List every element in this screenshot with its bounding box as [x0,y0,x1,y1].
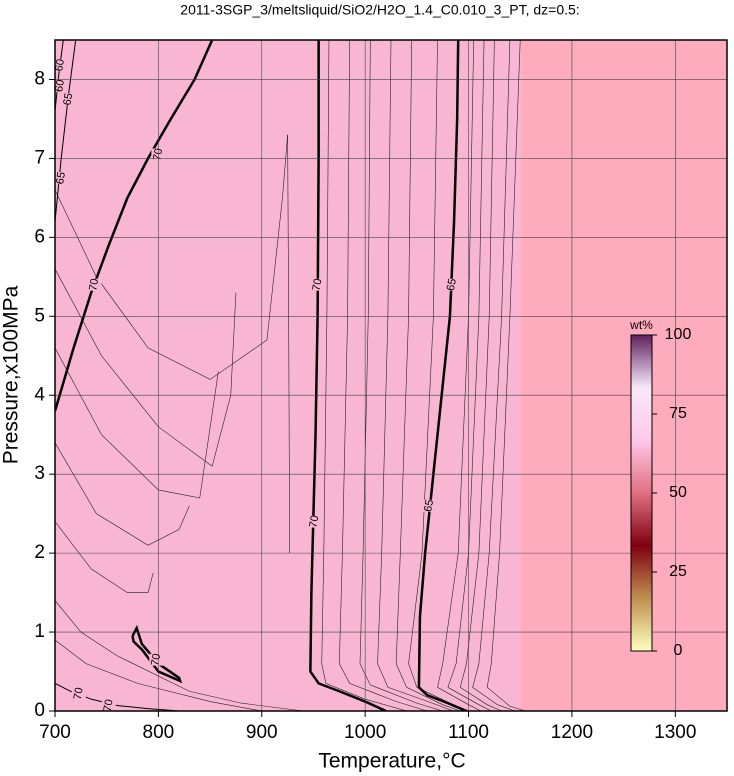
y-tick-label: 6 [34,226,45,247]
y-tick-label: 3 [34,463,45,484]
colorbar-tick-label: 50 [669,484,687,501]
contour-label: 70 [307,514,321,528]
x-tick-label: 1000 [344,722,386,743]
y-tick-label: 8 [34,68,45,89]
contour-label: 65 [422,499,436,513]
contour-line [55,40,214,412]
y-tick-label: 1 [34,621,45,642]
x-tick-label: 1300 [654,722,696,743]
colorbar [630,334,653,652]
contour-line [309,40,387,711]
colorbar-tick-label: 100 [665,326,692,343]
thin-contour [55,268,237,467]
colorbar-tick-label: 0 [674,642,683,659]
x-tick-label: 900 [246,722,278,743]
y-axis-label: Pressure,x100MPa [0,285,23,464]
x-axis-label: Temperature,°C [318,750,465,773]
contour-label: 65 [54,171,68,185]
colorbar-tick-label: 75 [669,405,687,422]
thin-contour [55,442,190,546]
y-tick-label: 4 [34,384,45,405]
x-tick-label: 1100 [448,722,489,743]
thin-contour [55,639,262,711]
x-tick-label: 1200 [551,722,593,743]
contour-line [131,624,183,684]
contour-label: 70 [87,278,101,292]
y-tick-label: 5 [34,305,45,326]
plot-frame [54,39,728,712]
contour-line [417,40,467,711]
contour-label: 70 [72,687,86,701]
contour-label: 70 [149,653,163,667]
y-tick-label: 7 [34,147,45,168]
contour-label: 60 [53,58,67,72]
thin-contour [55,600,304,711]
plot-fill [520,40,727,711]
contour-label: 70 [311,278,325,292]
x-tick-label: 700 [39,722,71,743]
contour-line [55,40,64,112]
chart-title: 2011-3SGP_3/meltsliquid/SiO2/H2O_1.4_C0.… [180,2,579,18]
contour-line [55,40,77,222]
colorbar-tick-label: 25 [669,563,687,580]
contour-label: 65 [61,92,75,106]
y-tick-label: 2 [34,542,45,563]
colorbar-label: wt% [629,318,653,332]
y-tick-label: 0 [34,700,45,721]
contour-label: 65 [445,278,459,292]
contour-label: 60 [53,79,67,93]
contour-label: 70 [102,698,116,712]
x-tick-label: 800 [143,722,175,743]
